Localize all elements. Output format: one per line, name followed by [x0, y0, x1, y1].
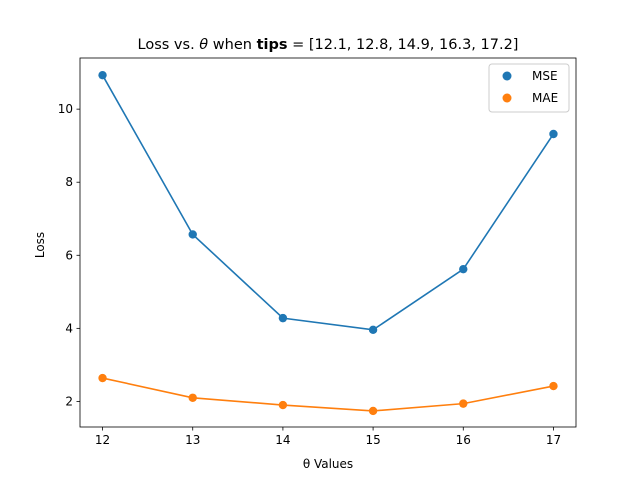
- legend-label-mse: MSE: [532, 69, 558, 83]
- data-point-mae: [188, 393, 197, 402]
- axis-ticks: 12 13 14 15 16 17 2 4 6 8 10: [58, 102, 561, 447]
- data-point-mse: [188, 230, 197, 239]
- data-point-mse: [549, 129, 558, 139]
- title-theta: θ: [199, 37, 208, 53]
- plot-area: [98, 70, 558, 416]
- data-point-mae: [368, 406, 378, 416]
- chart-title: Loss vs. θ when tips = [12.1, 12.8, 14.9…: [138, 37, 519, 53]
- series-line-mse: [101, 74, 555, 331]
- y-axis-label: Loss: [33, 232, 47, 258]
- y-tick-label: 8: [65, 175, 73, 189]
- axes-frame: [79, 57, 577, 428]
- legend: MSE MAE: [488, 63, 570, 113]
- data-point-mse: [98, 70, 107, 80]
- x-tick-label: 13: [185, 433, 200, 447]
- x-tick-label: 16: [456, 433, 471, 447]
- legend-marker-mae: [502, 93, 512, 103]
- data-point-mse: [459, 264, 468, 274]
- legend-marker-mse: [502, 71, 512, 81]
- title-suffix: = [12.1, 12.8, 14.9, 16.3, 17.2]: [287, 37, 518, 53]
- legend-label-mae: MAE: [532, 91, 558, 105]
- x-axis-label: θ Values: [303, 457, 353, 471]
- x-tick-label: 14: [275, 433, 290, 447]
- y-tick-label: 4: [65, 321, 73, 335]
- data-point-mae: [98, 373, 107, 383]
- y-tick-label: 2: [65, 394, 73, 408]
- data-point-mse: [278, 313, 288, 323]
- title-bold: tips: [257, 37, 288, 53]
- data-point-mae: [459, 399, 468, 408]
- x-tick-label: 12: [95, 433, 110, 447]
- data-point-mae: [278, 400, 288, 410]
- y-tick-label: 10: [58, 102, 73, 116]
- y-tick-label: 6: [65, 248, 73, 262]
- x-tick-label: 15: [365, 433, 380, 447]
- data-point-mae: [549, 381, 558, 391]
- data-point-mse: [368, 325, 378, 335]
- title-prefix: Loss vs.: [138, 37, 200, 53]
- series-line-mae: [102, 377, 554, 412]
- x-tick-label: 17: [546, 433, 561, 447]
- title-when: when: [208, 37, 256, 53]
